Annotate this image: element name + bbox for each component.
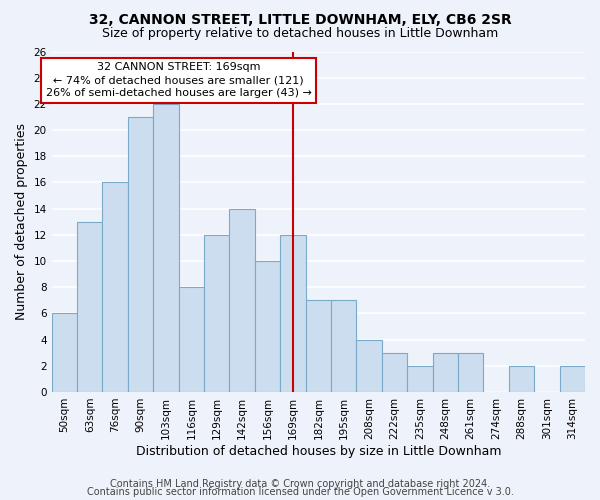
Bar bbox=[52, 314, 77, 392]
Bar bbox=[382, 352, 407, 392]
Bar bbox=[179, 287, 204, 392]
Bar bbox=[77, 222, 103, 392]
Text: Contains HM Land Registry data © Crown copyright and database right 2024.: Contains HM Land Registry data © Crown c… bbox=[110, 479, 490, 489]
Bar bbox=[433, 352, 458, 392]
Y-axis label: Number of detached properties: Number of detached properties bbox=[15, 123, 28, 320]
Bar bbox=[560, 366, 585, 392]
Bar bbox=[407, 366, 433, 392]
Bar bbox=[128, 117, 153, 392]
Bar bbox=[331, 300, 356, 392]
Bar bbox=[509, 366, 534, 392]
Bar bbox=[255, 261, 280, 392]
Bar bbox=[356, 340, 382, 392]
Text: 32, CANNON STREET, LITTLE DOWNHAM, ELY, CB6 2SR: 32, CANNON STREET, LITTLE DOWNHAM, ELY, … bbox=[89, 12, 511, 26]
Bar bbox=[458, 352, 484, 392]
Bar bbox=[153, 104, 179, 392]
Text: 32 CANNON STREET: 169sqm
← 74% of detached houses are smaller (121)
26% of semi-: 32 CANNON STREET: 169sqm ← 74% of detach… bbox=[46, 62, 311, 98]
Bar bbox=[103, 182, 128, 392]
Bar bbox=[204, 235, 229, 392]
Text: Size of property relative to detached houses in Little Downham: Size of property relative to detached ho… bbox=[102, 28, 498, 40]
X-axis label: Distribution of detached houses by size in Little Downham: Distribution of detached houses by size … bbox=[136, 444, 501, 458]
Text: Contains public sector information licensed under the Open Government Licence v : Contains public sector information licen… bbox=[86, 487, 514, 497]
Bar bbox=[229, 208, 255, 392]
Bar bbox=[305, 300, 331, 392]
Bar bbox=[280, 235, 305, 392]
